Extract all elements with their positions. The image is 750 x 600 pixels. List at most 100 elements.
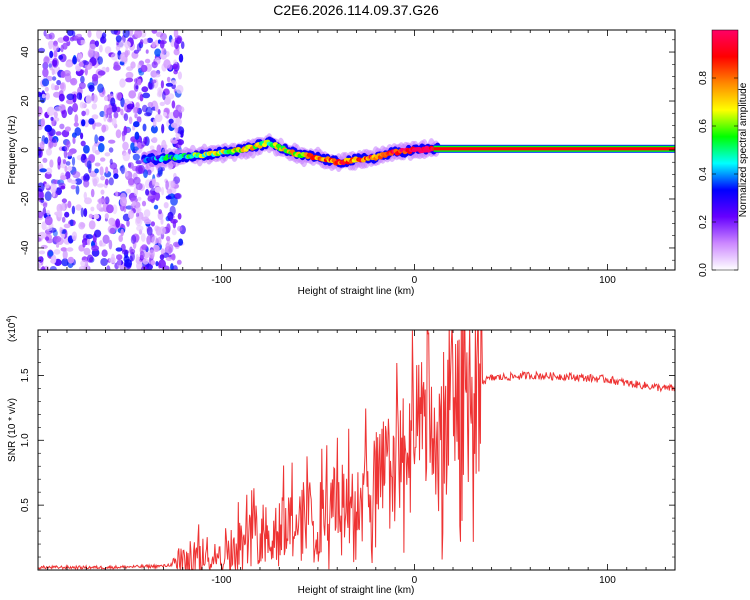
noise-cell [161,186,165,196]
snr-x-label: Height of straight line (km) [298,585,415,596]
noise-cell [71,231,78,241]
noise-cell [151,136,158,144]
noise-cell [154,191,160,202]
noise-cell [118,235,123,242]
noise-cell [91,103,98,110]
noise-cell [111,117,117,127]
noise-cell [135,212,140,218]
colorbar-tick-label: 0.6 [698,119,709,133]
noise-cell [51,57,59,68]
noise-cell [64,126,71,132]
noise-cell [91,245,99,252]
noise-cell [135,165,143,175]
noise-cell [130,61,136,69]
noise-cell [165,180,169,190]
noise-cell [132,153,140,161]
noise-cell [91,93,98,104]
noise-cell [170,38,175,48]
noise-cell [94,149,101,155]
noise-cell [64,144,70,152]
noise-cell [71,205,76,215]
noise-cell [53,117,60,122]
noise-cell [41,221,47,231]
noise-cell [38,146,42,156]
noise-cell [111,105,118,113]
y-tick-label: -40 [20,240,31,255]
noise-cell [178,106,185,113]
noise-cell [116,254,123,261]
noise-cell [94,168,99,174]
noise-cell [111,253,115,262]
noise-cell [88,220,96,230]
noise-cell [97,83,104,93]
noise-cell [159,226,166,235]
noise-cell [150,221,155,227]
noise-cell [42,207,47,217]
noise-cell [71,156,76,166]
noise-cell [120,228,124,237]
colorbar-tick-label: 0.0 [698,263,709,277]
snr-series-line [38,330,675,570]
spectrogram-panel: -100 0 100 -40 -20 0 20 40 Height of straight l… [7,29,676,297]
noise-cell [136,116,142,123]
noise-cell [72,102,78,113]
noise-cell [165,256,173,261]
noise-cell [97,70,106,76]
noise-cell [141,200,147,207]
noise-cell [46,209,51,216]
noise-cell [56,79,61,86]
noise-cell [75,204,82,211]
noise-cell [90,188,95,198]
noise-cell [61,216,66,223]
noise-cell [178,238,184,246]
noise-cell [143,209,151,218]
noise-cell [128,90,137,99]
noise-cell [151,61,158,69]
noise-cell [115,129,122,139]
colorbar-gradient [711,29,739,271]
noise-cell [135,102,140,109]
noise-cell [56,203,63,213]
noise-cell [124,171,129,177]
noise-cell [113,173,119,180]
noise-cell [141,86,149,93]
noise-cell [38,250,46,255]
noise-cell [64,165,68,173]
noise-cell [91,114,99,120]
noise-cell [100,157,106,162]
noise-cell [139,39,144,45]
noise-cell [175,84,184,94]
noise-cell [102,234,110,244]
noise-cell [83,208,88,217]
noise-cell [45,33,53,40]
noise-cell [129,246,133,255]
noise-cell [93,213,100,220]
noise-cell [91,176,100,184]
noise-cell [125,77,134,83]
noise-cell [47,250,54,257]
noise-cell [53,249,61,255]
noise-cell [99,166,104,176]
noise-cell [67,106,73,115]
spectrogram-y-label: Frequency (Hz) [7,116,18,185]
noise-cell [104,46,112,55]
noise-cell [86,237,91,246]
noise-cell [79,39,86,45]
noise-cell [45,167,53,175]
noise-cell [39,168,47,173]
noise-cell [113,64,121,71]
noise-cell [144,112,152,117]
colorbar-tick-label: 0.2 [698,215,709,229]
noise-cell [134,30,143,38]
noise-cell [51,76,57,81]
noise-cell [136,216,141,224]
noise-cell [65,161,71,166]
noise-cell [141,244,148,251]
noise-cell [57,37,65,43]
noise-cell [144,58,151,64]
noise-cell [43,30,47,37]
noise-cell [163,144,168,149]
noise-cell [130,197,139,203]
noise-cell [176,37,182,45]
x-tick-label: 0 [412,575,418,586]
